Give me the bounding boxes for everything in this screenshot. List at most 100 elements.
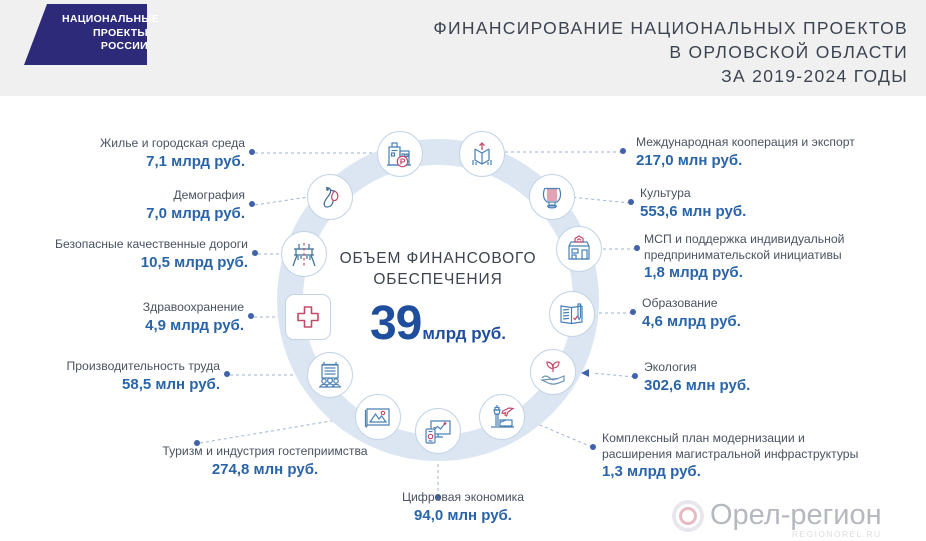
watermark-inner-ring-icon [679, 507, 697, 525]
label-dot-demography [249, 201, 255, 207]
label-dot-msp [634, 245, 640, 251]
label-housing-name: Жилье и городская среда [100, 136, 245, 150]
header-band [0, 0, 926, 96]
watermark: Орел-регион REGIONOREL.RU [672, 496, 924, 540]
label-roads: Безопасные качественные дороги 10,5 млрд… [20, 237, 248, 272]
logo-line-1: Национальные [62, 13, 160, 25]
node-productivity[interactable] [307, 352, 353, 398]
label-dot-culture [628, 199, 634, 205]
node-msp[interactable] [556, 226, 602, 272]
road-bridge-icon [292, 243, 316, 267]
label-export-value: 217,0 млн руб. [636, 151, 743, 169]
node-tourism[interactable] [355, 394, 401, 440]
export-box-icon [472, 142, 492, 165]
label-infrastructure-name-line-1: Комплексный план модернизации и [602, 431, 805, 445]
center-total-value: 39 [369, 297, 422, 350]
page-title-line-2: В ОРЛОВСКОЙ ОБЛАСТИ [669, 42, 908, 62]
node-export[interactable] [459, 131, 505, 177]
page-title: ФИНАНСИРОВАНИЕ НАЦИОНАЛЬНЫХ ПРОЕКТОВ В О… [348, 16, 908, 88]
label-infrastructure-value: 1,3 млрд руб. [602, 463, 701, 480]
label-export-name: Международная кооперация и экспорт [636, 135, 855, 149]
label-healthcare-name: Здравоохранение [142, 300, 244, 314]
label-education: Образование 4,6 млрд руб. [642, 296, 922, 331]
label-housing-value: 7,1 млрд руб. [146, 152, 245, 170]
node-roads[interactable] [281, 231, 327, 277]
label-dot-tourism [194, 440, 200, 446]
label-ecology-value: 302,6 млн руб. [644, 376, 751, 394]
label-ecology: Экология 302,6 млн руб. [644, 360, 924, 395]
center-caption-line-1: ОБЪЕМ ФИНАНСОВОГО [339, 250, 537, 267]
logo-shape-icon [24, 4, 147, 65]
label-dot-healthcare [248, 313, 254, 319]
page-title-line-3: ЗА 2019-2024 ГОДЫ [721, 66, 908, 86]
watermark-text: Орел-регион [710, 499, 882, 531]
page-title-line-1: ФИНАНСИРОВАНИЕ НАЦИОНАЛЬНЫХ ПРОЕКТОВ [433, 18, 908, 38]
label-ecology-name: Экология [644, 360, 697, 374]
label-culture-name: Культура [640, 186, 691, 200]
label-dot-roads [252, 250, 258, 256]
label-productivity-name: Производительность труда [66, 359, 220, 373]
hand-sprout-icon [539, 361, 565, 385]
node-culture[interactable] [529, 174, 575, 220]
building-ruble-icon [387, 142, 411, 168]
node-healthcare[interactable] [285, 294, 331, 340]
center-total-unit: млрд руб. [422, 324, 507, 343]
label-msp-value: 1,8 млрд руб. [644, 264, 743, 281]
node-ecology[interactable] [530, 349, 576, 395]
label-msp-name-line-1: МСП и поддержка индивидуальной [644, 232, 845, 246]
label-digital: Цифровая экономика 94,0 млн руб. [338, 490, 588, 525]
label-demography-name: Демография [173, 188, 245, 202]
center-caption-line-2: ОБЕСПЕЧЕНИЯ [373, 271, 503, 288]
monitor-chart-icon [425, 420, 451, 444]
factory-workers-icon [319, 362, 341, 388]
label-msp-name-line-2: предпринимательской инициативы [644, 247, 842, 262]
label-infrastructure: Комплексный план модернизации и расширен… [602, 431, 902, 481]
label-dot-digital [435, 494, 441, 500]
label-dot-housing [249, 149, 255, 155]
storefront-icon [568, 235, 590, 260]
label-digital-value: 94,0 млн руб. [414, 506, 512, 524]
center-total: 39млрд руб. [318, 296, 558, 351]
label-productivity: Производительность труда 58,5 млн руб. [20, 359, 220, 394]
label-roads-name: Безопасные качественные дороги [55, 237, 248, 251]
node-demography[interactable] [307, 174, 353, 220]
label-culture: Культура 553,6 млн руб. [640, 186, 920, 221]
label-culture-value: 553,6 млн руб. [640, 202, 747, 220]
label-dot-ecology [632, 373, 638, 379]
label-tourism: Туризм и индустрия гостеприимства 274,8 … [140, 444, 390, 479]
center-caption: ОБЪЕМ ФИНАНСОВОГО ОБЕСПЕЧЕНИЯ [318, 248, 558, 290]
label-healthcare-value: 4,9 млрд руб. [145, 316, 244, 334]
label-education-name: Образование [642, 296, 718, 310]
stork-baby-icon [323, 187, 339, 208]
airport-plane-icon [491, 405, 515, 428]
lyre-icon [542, 187, 562, 209]
medical-cross-icon [297, 306, 319, 328]
book-pen-icon [560, 303, 583, 325]
logo-line-2: проекты [92, 26, 148, 39]
watermark-ring-icon [672, 500, 704, 532]
label-demography: Демография 7,0 млрд руб. [30, 188, 245, 223]
label-tourism-name: Туризм и индустрия гостеприимства [162, 444, 368, 458]
label-msp: МСП и поддержка индивидуальной предприни… [644, 232, 924, 282]
label-dot-export [620, 148, 626, 154]
landscape-photo-icon [364, 408, 390, 428]
logo-text: Национальные проекты России [62, 13, 160, 54]
label-tourism-value: 274,8 млн руб. [211, 460, 319, 478]
label-healthcare: Здравоохранение 4,9 млрд руб. [25, 300, 244, 335]
national-projects-logo: Национальные проекты России [22, 4, 160, 92]
label-housing: Жилье и городская среда 7,1 млрд руб. [30, 136, 245, 171]
label-dot-productivity [224, 371, 230, 377]
label-roads-value: 10,5 млрд руб. [140, 253, 248, 271]
watermark-subtext: REGIONOREL.RU [792, 529, 882, 539]
node-housing[interactable] [377, 131, 423, 177]
node-digital[interactable] [415, 408, 461, 454]
label-dot-education [630, 309, 636, 315]
label-productivity-value: 58,5 млн руб. [122, 375, 220, 393]
logo-line-3: России [100, 40, 148, 52]
node-education[interactable] [549, 291, 595, 337]
label-education-value: 4,6 млрд руб. [642, 312, 741, 330]
label-dot-infrastructure [590, 444, 596, 450]
label-export: Международная кооперация и экспорт 217,0… [636, 135, 916, 170]
label-digital-name: Цифровая экономика [401, 490, 525, 504]
node-infrastructure[interactable] [479, 394, 525, 440]
